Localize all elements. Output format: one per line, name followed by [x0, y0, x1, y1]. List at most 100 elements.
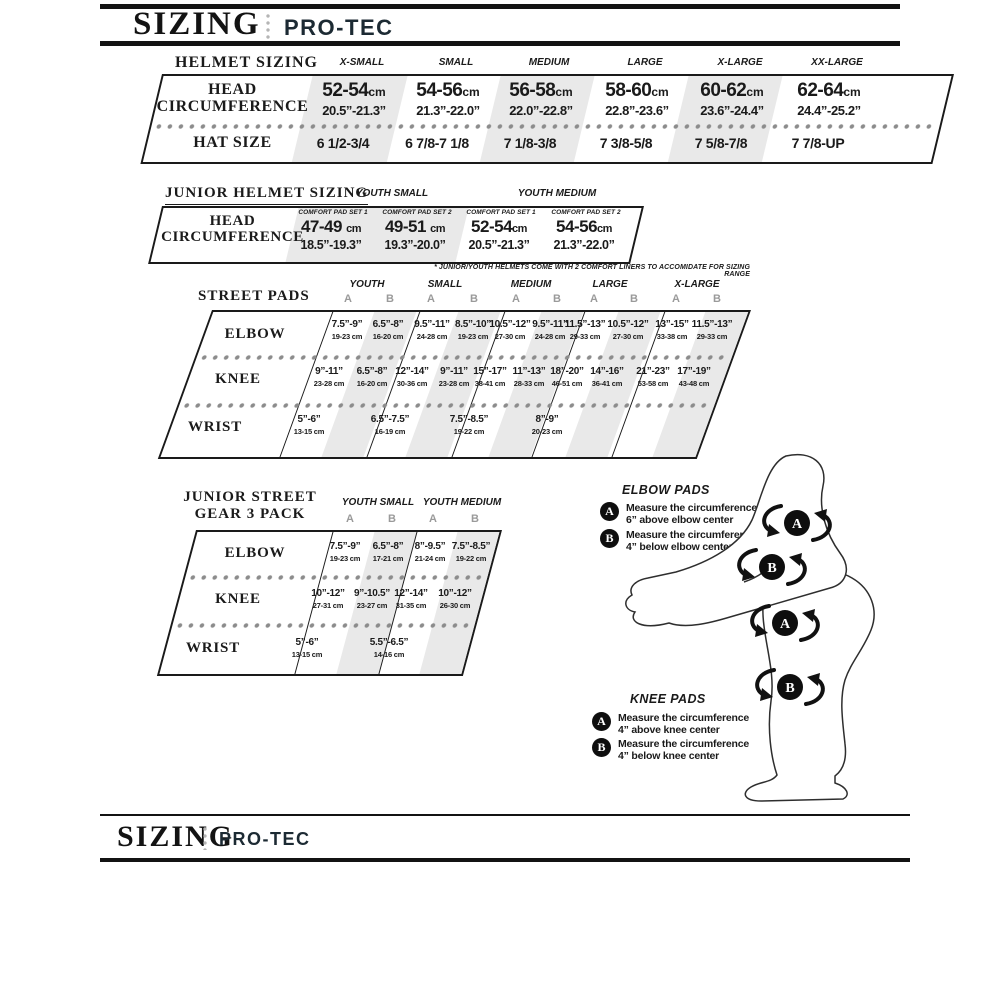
- head-circumference-cell: 56-58cm 22.0”-22.8”: [486, 80, 596, 118]
- size-header: XX-LARGE: [811, 57, 863, 68]
- head-circumference-label: HEAD CIRCUMFERENCE: [150, 213, 315, 245]
- cm-value: 31-35 cm: [395, 600, 427, 610]
- pad-size-cell: 9”-11” 23-28 cm: [409, 367, 499, 387]
- inches-value: 7.5”-8.5”: [451, 541, 491, 552]
- inches-value: 21”-23”: [636, 366, 670, 377]
- pad-size-cell: 5”-6” 13-15 cm: [262, 638, 352, 658]
- head-label-line2: CIRCUMFERENCE: [156, 98, 309, 115]
- elbow-row-label: ELBOW: [224, 545, 286, 561]
- inches-value: 9.5”-11”: [414, 319, 450, 330]
- inches-value: 7.5”-8.5”: [449, 414, 489, 425]
- pad-size-cell: 15”-17” 38-41 cm: [445, 367, 535, 387]
- cm-value: 17-21 cm: [372, 553, 404, 563]
- head-circumference-cell: 62-64cm 24.4”-25.2”: [774, 80, 884, 118]
- footer-protec-logo: PRO-TEC: [219, 829, 311, 849]
- cm-value: 23-28 cm: [438, 378, 470, 388]
- inches-value: 10”-12”: [311, 588, 345, 599]
- hat-size-cell: 7 1/8-3/8: [503, 135, 557, 151]
- badge-a: A: [592, 712, 611, 731]
- inches-value: 14”-16”: [590, 366, 624, 377]
- pad-size-cell: 6.5”-8” 16-20 cm: [327, 367, 417, 387]
- pad-size-cell: 13”-15” 33-38 cm: [627, 320, 717, 340]
- pad-size-cell: 14”-16” 36-41 cm: [562, 367, 652, 387]
- pad-size-cell: 7.5”-8.5” 19-22 cm: [426, 542, 516, 562]
- cm-range: 47-49: [300, 217, 342, 236]
- group-header-youth-medium: YOUTH MEDIUM: [422, 497, 502, 508]
- leg-badge-b: B: [785, 681, 794, 696]
- col-a-header: A: [427, 293, 435, 305]
- hat-size-cell: 7 5/8-7/8: [694, 135, 748, 151]
- cm-range: 58-60: [605, 80, 652, 101]
- cm-value: 13-15 cm: [291, 649, 323, 659]
- wrist-row-label: WRIST: [185, 640, 241, 656]
- pad-size-cell: 7.5”-9” 19-23 cm: [300, 542, 390, 562]
- cm-unit: cm: [512, 223, 527, 235]
- group-header-youth-medium: YOUTH MEDIUM: [517, 188, 597, 199]
- footer-dotted-divider: [203, 826, 207, 850]
- size-header: LARGE: [627, 57, 663, 68]
- header-bottom-rule: [100, 41, 900, 46]
- cm-value: 19-22 cm: [453, 426, 485, 436]
- cm-value: 43-48 cm: [678, 378, 710, 388]
- cm-unit: cm: [651, 85, 669, 99]
- knee-row-label: KNEE: [215, 591, 261, 607]
- inches-value: 10.5”-12”: [489, 319, 531, 330]
- cm-value: 16-20 cm: [356, 378, 388, 388]
- pad-size-cell: 17”-19” 43-48 cm: [649, 367, 739, 387]
- pad-size-cell: 12”-14” 30-36 cm: [367, 367, 457, 387]
- measure-instruction: 4” below elbow center: [626, 541, 733, 553]
- col-a-header: A: [429, 513, 437, 525]
- cm-value: 29-33 cm: [696, 331, 728, 341]
- col-a-header: A: [672, 293, 680, 305]
- dotted-row-divider: [199, 354, 729, 361]
- group-header: LARGE: [592, 279, 628, 290]
- inches-value: 12”-14”: [394, 588, 428, 599]
- col-b-header: B: [386, 293, 394, 305]
- inches-value: 5”-6”: [297, 414, 321, 425]
- size-header: MEDIUM: [528, 57, 570, 68]
- inches-value: 9”-11”: [440, 366, 468, 377]
- junior-head-cell: 52-54cm 20.5”-21.3”: [449, 217, 549, 252]
- inches-value: 11”-13”: [512, 366, 546, 377]
- pad-size-cell: 18”-20” 46-51 cm: [522, 367, 612, 387]
- pad-size-cell: 6.5”-8” 17-21 cm: [343, 542, 433, 562]
- inches-value: 8.5”-10”: [455, 319, 491, 330]
- cm-value: 19-23 cm: [329, 553, 361, 563]
- cm-value: 13-15 cm: [293, 426, 325, 436]
- group-header-youth-small: YOUTH SMALL: [341, 497, 415, 508]
- inches-value: 5.5”-6.5”: [369, 637, 409, 648]
- inches-value: 15”-17”: [473, 366, 507, 377]
- dotted-row-divider: [154, 123, 937, 130]
- cm-value: 24-28 cm: [534, 331, 566, 341]
- inch-range: 24.4”-25.2”: [797, 103, 861, 118]
- head-circumference-cell: 52-54cm 20.5”-21.3”: [299, 80, 409, 118]
- inch-range: 19.3”-20.0”: [384, 238, 446, 252]
- head-label-line2: CIRCUMFERENCE: [161, 229, 304, 245]
- badge-b: B: [592, 738, 611, 757]
- inch-range: 22.8”-23.6”: [605, 103, 669, 118]
- cm-unit: cm: [746, 85, 764, 99]
- hat-size-label: HAT SIZE: [193, 134, 272, 151]
- inch-range: 18.5”-19.3”: [300, 238, 362, 252]
- inches-value: 13”-15”: [655, 319, 689, 330]
- junior-street-title-line1: JUNIOR STREET: [183, 489, 317, 505]
- cm-range: 52-54: [322, 80, 369, 101]
- cm-range: 54-56: [556, 217, 598, 236]
- cm-value: 53-58 cm: [637, 378, 669, 388]
- inches-value: 6.5”-8”: [372, 319, 404, 330]
- header-dotted-divider: [266, 13, 270, 39]
- col-b-header: B: [471, 513, 479, 525]
- cm-value: 16-20 cm: [372, 331, 404, 341]
- cm-unit: cm: [555, 85, 573, 99]
- head-circumference-cell: 60-62cm 23.6”-24.4”: [677, 80, 787, 118]
- group-header: SMALL: [427, 279, 463, 290]
- pad-size-cell: 12”-14” 31-35 cm: [366, 589, 456, 609]
- arm-badge-b: B: [767, 561, 776, 576]
- elbow-pads-title: ELBOW PADS: [622, 483, 710, 497]
- head-label-line1: HEAD: [209, 213, 256, 229]
- inch-range: 20.5”-21.3”: [468, 238, 530, 252]
- pad-size-cell: 9”-11” 23-28 cm: [284, 367, 374, 387]
- measure-instruction: Measure the circumference: [618, 738, 749, 750]
- cm-value: 27-30 cm: [494, 331, 526, 341]
- street-pads-title: STREET PADS: [198, 288, 310, 304]
